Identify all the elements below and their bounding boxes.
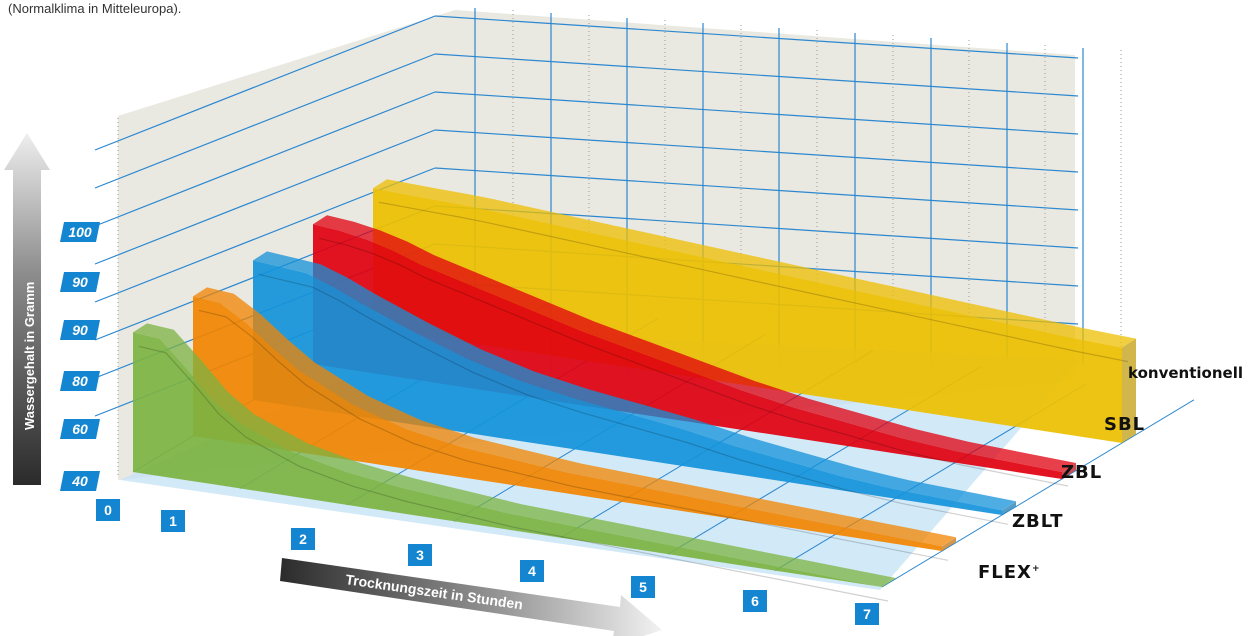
ribbon-crease bbox=[378, 201, 1129, 363]
x-tick-label: 7 bbox=[855, 603, 879, 625]
wall-grid-h bbox=[434, 15, 1079, 59]
y-tick-text: 90 bbox=[72, 274, 88, 290]
series-flex-plus bbox=[133, 323, 896, 602]
y-tick-text: 40 bbox=[71, 473, 88, 489]
x-tick-text: 4 bbox=[528, 563, 536, 579]
ribbon-front-face bbox=[193, 296, 942, 551]
x-tick-text: 0 bbox=[104, 502, 112, 518]
series-ribbons bbox=[133, 179, 1136, 602]
y-tick-badge bbox=[60, 222, 100, 242]
x-tick-label: 1 bbox=[161, 510, 185, 532]
ribbon-front-face bbox=[373, 188, 1122, 443]
x-tick-label: 4 bbox=[520, 560, 544, 582]
wall-grid-h bbox=[434, 91, 1079, 135]
x-tick-badge bbox=[855, 603, 879, 625]
series-zblt bbox=[193, 287, 956, 561]
y-tick-text: 60 bbox=[72, 421, 88, 437]
ribbon-front-face bbox=[133, 332, 882, 587]
x-tick-badge bbox=[743, 590, 767, 612]
x-tick-label: 2 bbox=[291, 528, 315, 550]
x-tick-badge bbox=[96, 499, 120, 521]
y-tick-badge bbox=[60, 371, 100, 391]
y-tick-text: 90 bbox=[72, 322, 88, 338]
wall-grid-h bbox=[434, 167, 1079, 211]
y-tick-label: 100 bbox=[60, 222, 100, 242]
x-tick-label: 6 bbox=[743, 590, 767, 612]
ribbon-top-face bbox=[253, 251, 1016, 511]
x-tick-text: 7 bbox=[863, 606, 871, 622]
chart-caption: (Normalklima in Mitteleuropa). bbox=[8, 1, 182, 16]
x-tick-badge bbox=[291, 528, 315, 550]
x-tick-badge bbox=[520, 560, 544, 582]
y-tick-label: 90 bbox=[60, 320, 100, 340]
series-label-zbl: ZBL bbox=[1061, 462, 1103, 483]
x-tick-badge bbox=[631, 576, 655, 598]
y-tick-label: 90 bbox=[60, 272, 100, 292]
x-tick-text: 6 bbox=[751, 593, 759, 609]
ribbon-top-face bbox=[373, 179, 1136, 348]
wall-grid-h-left bbox=[94, 53, 436, 189]
x-tick-label: 5 bbox=[631, 576, 655, 598]
ribbon-crease bbox=[318, 237, 1069, 487]
y-axis-label: Wassergehalt in Gramm bbox=[22, 282, 37, 430]
y-tick-badge bbox=[60, 419, 100, 439]
floor-grid bbox=[881, 399, 1195, 588]
x-tick-label: 3 bbox=[408, 544, 432, 566]
wall-grid-h-left bbox=[94, 15, 436, 151]
y-tick-badge bbox=[60, 471, 100, 491]
ribbon-end-cap bbox=[1002, 501, 1016, 515]
x-tick-text: 3 bbox=[416, 547, 424, 563]
ribbon-front-face bbox=[253, 260, 1002, 515]
y-tick-label: 40 bbox=[60, 471, 100, 491]
series-label-konventionell: konventionell bbox=[1128, 364, 1243, 382]
series-label-zblt: ZBLT bbox=[1012, 511, 1064, 532]
x-tick-badge bbox=[161, 510, 185, 532]
y-axis-arrow bbox=[4, 133, 50, 485]
x-tick-text: 1 bbox=[169, 513, 177, 529]
x-tick-badge bbox=[408, 544, 432, 566]
ribbon-end-cap bbox=[1122, 338, 1136, 443]
ribbon-crease bbox=[138, 345, 889, 602]
series-label-flex-plus: FLEX+ bbox=[978, 562, 1041, 583]
series-zbl bbox=[253, 251, 1016, 525]
x-tick-label: 0 bbox=[96, 499, 120, 521]
ribbon-crease bbox=[198, 309, 949, 561]
ribbon-end-cap bbox=[1062, 463, 1076, 479]
x-axis-arrow bbox=[280, 558, 662, 636]
y-tick-text: 100 bbox=[68, 224, 92, 240]
wall-grid-h-left bbox=[94, 91, 436, 227]
ribbon-top-face bbox=[313, 215, 1076, 473]
x-tick-text: 5 bbox=[639, 579, 647, 595]
ribbon-end-cap bbox=[942, 537, 956, 551]
series-label-sbl: SBL bbox=[1104, 414, 1146, 435]
y-axis: Wassergehalt in Gramm 40 60 80 90 90 100 bbox=[4, 133, 100, 491]
y-tick-label: 80 bbox=[60, 371, 100, 391]
wall-grid-h bbox=[434, 53, 1079, 97]
series-konventionell bbox=[373, 179, 1136, 443]
y-tick-badge bbox=[60, 272, 100, 292]
ribbon-crease bbox=[258, 273, 1009, 525]
y-tick-text: 80 bbox=[72, 373, 88, 389]
wall-grid-h-left bbox=[94, 129, 436, 265]
y-tick-label: 60 bbox=[60, 419, 100, 439]
x-tick-text: 2 bbox=[299, 531, 307, 547]
y-tick-badge bbox=[60, 320, 100, 340]
wall-grid-h bbox=[434, 129, 1079, 173]
